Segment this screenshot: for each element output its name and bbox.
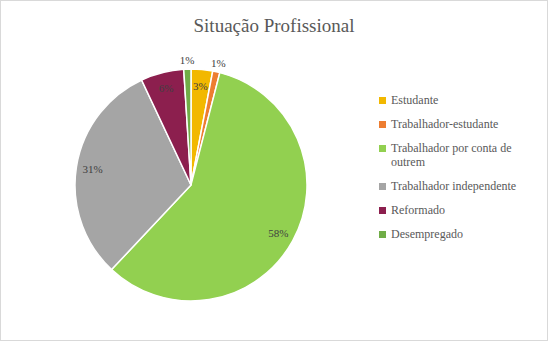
html-text:Trabalhador-estudante: Trabalhador-estudante — [391, 117, 499, 131]
svg-text:3%: 3% — [193, 80, 208, 92]
html-text:Trabalhador independente: Trabalhador independente — [391, 179, 517, 193]
svg-text:6%: 6% — [159, 82, 174, 94]
html-text:Desempregado: Desempregado — [391, 227, 463, 241]
svg-text:1%: 1% — [211, 57, 226, 69]
html-text:Estudante: Estudante — [391, 93, 439, 107]
html-text:Trabalhador por conta de outre: Trabalhador por conta de outrem — [391, 141, 512, 169]
svg-text:58%: 58% — [268, 227, 288, 239]
svg-text:1%: 1% — [180, 54, 195, 66]
html-text:Situação Profissional: Situação Profissional — [193, 15, 355, 36]
svg-text:31%: 31% — [82, 163, 102, 175]
html-text:Reformado: Reformado — [391, 203, 445, 217]
